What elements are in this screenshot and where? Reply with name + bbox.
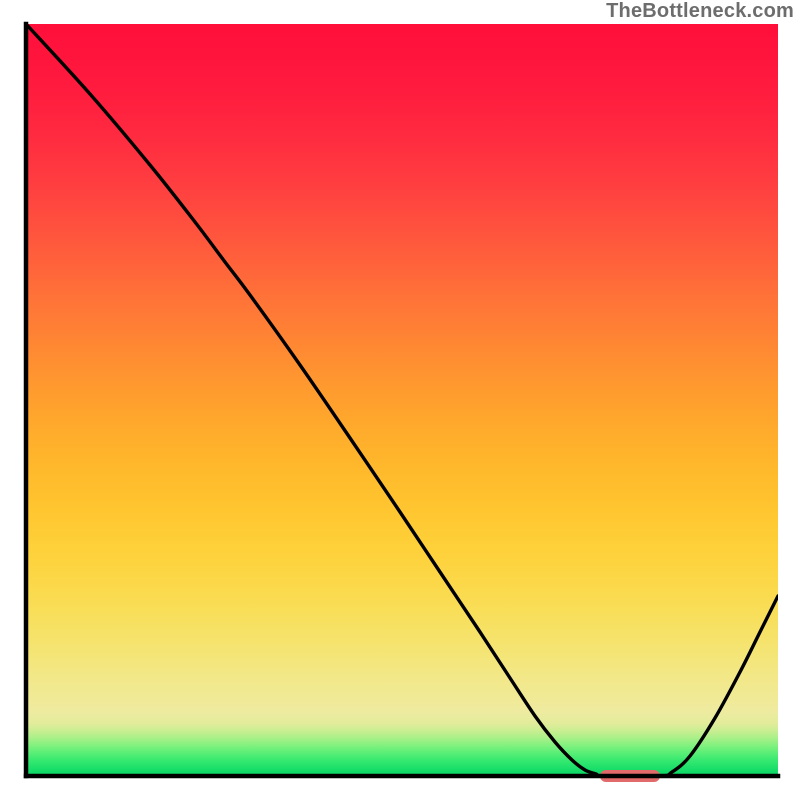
bottleneck-chart (0, 0, 800, 800)
chart-stage: TheBottleneck.com (0, 0, 800, 800)
gradient-background (26, 24, 778, 776)
